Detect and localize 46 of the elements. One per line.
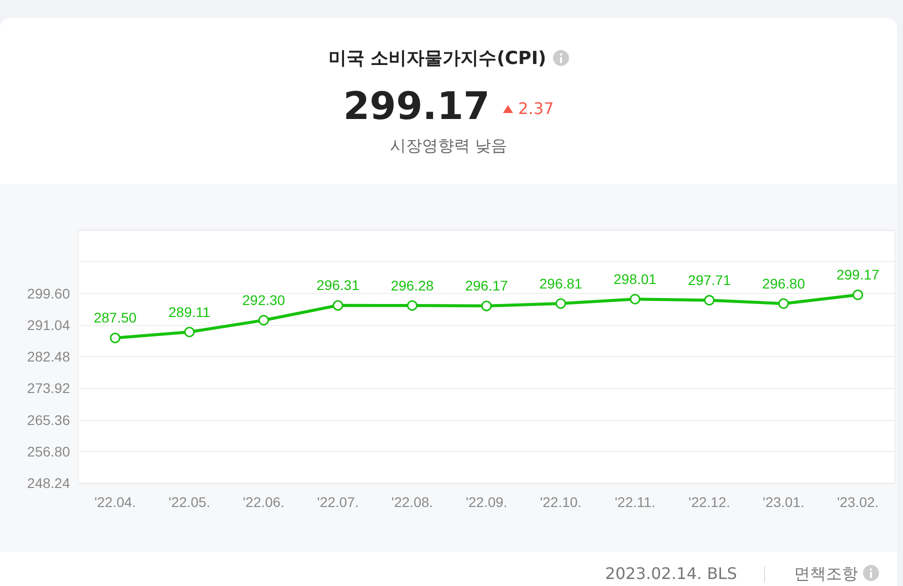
x-tick-label: '23.01. — [762, 494, 804, 510]
x-tick-label: '22.12. — [688, 494, 730, 510]
x-tick-label: '22.11. — [614, 494, 656, 510]
y-tick-label: 256.80 — [27, 443, 70, 460]
x-tick-label: '22.07. — [317, 494, 359, 510]
data-label: 296.17 — [465, 278, 508, 294]
chart-title: 미국 소비자물가지수(CPI) — [328, 48, 546, 69]
text: 2.37 — [518, 99, 554, 118]
y-tick-label: 273.92 — [27, 380, 70, 396]
point — [704, 294, 715, 306]
point — [778, 298, 789, 309]
y-tick-label: 299.60 — [27, 285, 70, 302]
y-tick-label: 248.24 — [27, 475, 70, 491]
x-tick-label: '22.05. — [168, 494, 210, 510]
y-tick-label: 265.36 — [27, 412, 70, 428]
x-tick-label: '22.09. — [466, 494, 508, 510]
text: 2023.02.14. BLS — [605, 564, 737, 583]
data-label: 289.11 — [168, 304, 211, 320]
y-tick-label: 291.04 — [27, 316, 70, 333]
point — [258, 314, 269, 326]
data-label: 296.31 — [316, 277, 360, 294]
x-tick-label: '22.10. — [540, 494, 582, 510]
data-label: 299.17 — [836, 266, 880, 283]
point — [332, 300, 344, 311]
data-label: 297.71 — [688, 272, 731, 288]
point — [184, 326, 195, 338]
x-tick-label: '22.08. — [391, 494, 434, 510]
data-label: 287.50 — [94, 310, 137, 326]
point — [630, 294, 640, 304]
data-label: 292.30 — [242, 292, 286, 308]
point — [110, 332, 120, 344]
x-tick-label: '23.02. — [837, 494, 879, 510]
point — [556, 298, 566, 309]
data-label: 298.01 — [614, 270, 657, 287]
point — [406, 300, 418, 311]
data-label: 296.81 — [539, 275, 582, 292]
y-tick-label: 282.48 — [27, 348, 70, 364]
x-tick-label: '22.06. — [242, 494, 284, 510]
point — [481, 300, 492, 312]
text: 시장영향력 낮음 — [388, 136, 508, 157]
point — [852, 290, 864, 300]
x-tick-label: '22.04. — [94, 494, 136, 510]
data-label: 296.80 — [762, 275, 806, 292]
text: 299.17 — [343, 84, 490, 128]
data-label: 296.28 — [390, 277, 434, 294]
text: 면책조항 — [794, 564, 858, 583]
